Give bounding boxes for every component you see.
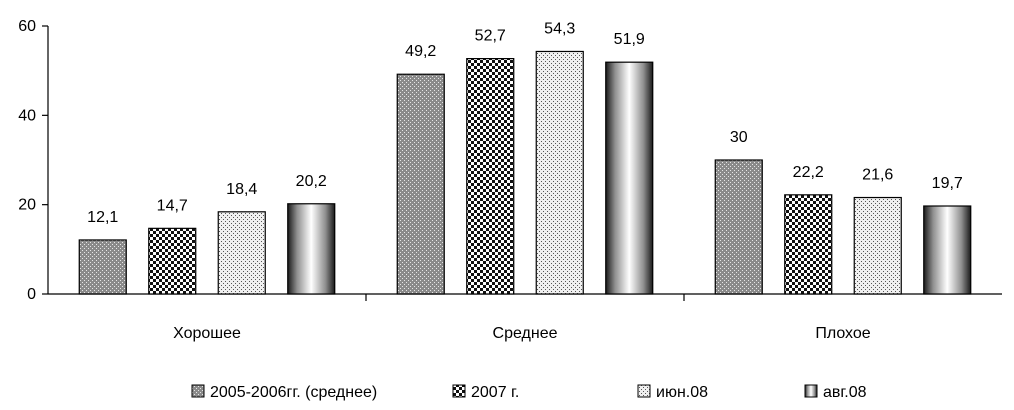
data-label: 49,2: [405, 43, 436, 60]
bar-3-3: [854, 198, 901, 294]
legend-swatch: [805, 385, 817, 397]
y-tick-label: 20: [18, 197, 36, 214]
data-label: 20,2: [296, 173, 327, 190]
data-label: 51,9: [614, 31, 645, 48]
legend: 2005-2006гг. (среднее) 2007 г. июн.08 авг.0…: [192, 384, 867, 401]
data-label: 19,7: [932, 175, 963, 192]
category-label: Плохое: [815, 325, 870, 342]
data-label: 12,1: [87, 209, 118, 226]
legend-label: июн.08: [656, 384, 708, 401]
category-label: Среднее: [493, 325, 558, 342]
bar-2-3: [785, 195, 832, 294]
data-label: 22,2: [793, 164, 824, 181]
y-tick-label: 60: [18, 18, 36, 35]
bar-4-1: [288, 204, 335, 294]
bar-4-2: [606, 62, 653, 294]
legend-swatch: [453, 385, 465, 397]
data-label: 54,3: [544, 20, 575, 37]
data-label: 14,7: [157, 197, 188, 214]
bar-2-2: [467, 59, 514, 294]
data-label: 18,4: [226, 181, 257, 198]
bar-1-2: [397, 74, 444, 294]
bars: [79, 51, 971, 294]
category-label: Хорошее: [173, 325, 241, 342]
bar-3-1: [218, 212, 265, 294]
category-labels: Хорошее Среднее Плохое: [173, 325, 871, 342]
data-label: 30: [730, 129, 748, 146]
bar-2-1: [149, 228, 196, 294]
y-tick-label: 0: [27, 286, 36, 303]
legend-swatch: [192, 385, 204, 397]
y-ticks: 0 20 40 60: [18, 18, 48, 303]
bar-1-1: [79, 240, 126, 294]
data-label: 52,7: [475, 28, 506, 45]
data-label: 21,6: [862, 167, 893, 184]
bar-1-3: [715, 160, 762, 294]
bar-3-2: [536, 51, 583, 294]
bar-4-3: [924, 206, 971, 294]
legend-label: авг.08: [823, 384, 867, 401]
legend-label: 2007 г.: [471, 384, 519, 401]
y-tick-label: 40: [18, 107, 36, 124]
legend-swatch: [638, 385, 650, 397]
legend-label: 2005-2006гг. (среднее): [210, 384, 377, 401]
x-ticks: [366, 294, 684, 301]
